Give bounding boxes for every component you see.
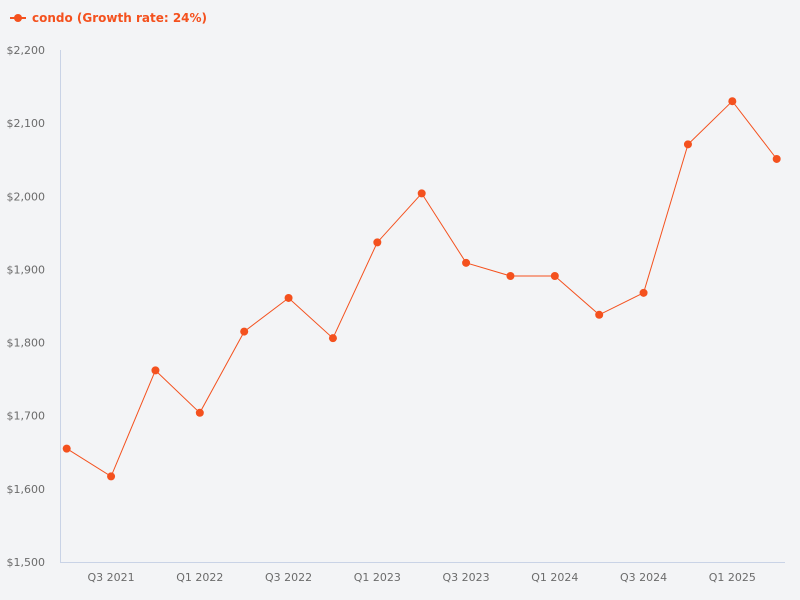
y-tick-label: $2,100 <box>7 117 46 130</box>
data-point[interactable] <box>240 327 249 336</box>
data-point[interactable] <box>506 272 515 281</box>
data-point[interactable] <box>639 288 648 297</box>
x-tick-label: Q1 2025 <box>709 571 756 584</box>
data-point[interactable] <box>550 272 559 281</box>
x-tick-label: Q3 2022 <box>265 571 312 584</box>
y-tick-label: $1,800 <box>7 337 46 350</box>
y-tick-label: $1,500 <box>7 556 46 569</box>
data-point[interactable] <box>107 472 116 481</box>
data-point[interactable] <box>595 310 604 319</box>
data-point[interactable] <box>373 238 382 247</box>
x-tick-label: Q3 2024 <box>620 571 667 584</box>
x-tick-label: Q1 2022 <box>176 571 223 584</box>
y-tick-label: $2,000 <box>7 190 46 203</box>
x-axis: Q3 2021 Q1 2022 Q3 2022 Q1 2023 Q3 2023 Q1 20… <box>60 562 785 584</box>
data-point[interactable] <box>62 444 71 453</box>
series-condo <box>62 97 781 481</box>
legend-line-dot-icon <box>10 13 26 23</box>
x-tick-label: Q3 2021 <box>87 571 134 584</box>
y-axis: $1,500 $1,600 $1,700 $1,800 $1,900 $2,000 $2,1… <box>7 44 61 569</box>
legend-item-condo[interactable]: condo (Growth rate: 24%) <box>10 8 207 28</box>
y-tick-label: $2,200 <box>7 44 46 57</box>
y-tick-label: $1,900 <box>7 263 46 276</box>
data-point[interactable] <box>462 258 471 267</box>
data-point[interactable] <box>328 334 337 343</box>
y-tick-label: $1,600 <box>7 483 46 496</box>
data-point[interactable] <box>683 140 692 149</box>
data-point[interactable] <box>728 97 737 106</box>
x-tick-label: Q3 2023 <box>442 571 489 584</box>
data-point[interactable] <box>151 366 160 375</box>
legend-label: condo (Growth rate: 24%) <box>32 11 208 25</box>
x-tick-label: Q1 2024 <box>531 571 578 584</box>
y-tick-label: $1,700 <box>7 410 46 423</box>
data-point[interactable] <box>772 154 781 163</box>
data-point[interactable] <box>417 189 426 198</box>
series-line <box>66 100 778 478</box>
x-tick-label: Q1 2023 <box>354 571 401 584</box>
data-point[interactable] <box>195 408 204 417</box>
data-point[interactable] <box>284 293 293 302</box>
